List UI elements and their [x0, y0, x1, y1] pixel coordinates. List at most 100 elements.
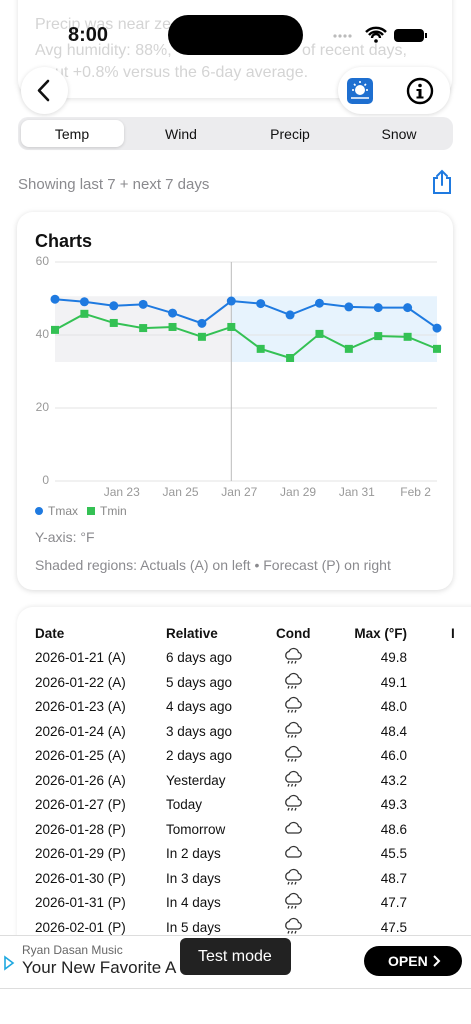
ad-button-label: OPEN	[388, 953, 428, 969]
date-cell: 2026-01-30 (P)	[35, 870, 126, 886]
ad-headline: Your New Favorite A	[22, 958, 177, 977]
point	[433, 344, 441, 353]
header-cell: Date	[35, 626, 65, 641]
toast: Test mode	[180, 938, 291, 975]
point	[315, 329, 324, 338]
table-row: 2026-01-29 (P) In 2 days 45.5	[0, 842, 471, 866]
x-tick-label: Jan 31	[339, 485, 375, 499]
legend-swatch	[35, 507, 43, 515]
legend-label: Tmin	[100, 504, 127, 518]
date-cell: 2026-02-01 (P)	[35, 919, 126, 935]
table-row: 2026-01-28 (P) Tomorrow 48.6	[0, 818, 471, 842]
x-tick-label: Jan 25	[163, 485, 199, 499]
table-row: 2026-01-30 (P) In 3 days 48.7	[0, 867, 471, 891]
rain-icon	[285, 917, 302, 934]
tab[interactable]: Precip	[270, 126, 310, 142]
max-cell: 46.0	[380, 748, 407, 763]
rain-icon	[285, 696, 302, 713]
table-row: 2026-01-24 (A) 3 days ago 48.4	[0, 720, 471, 744]
cloud-icon	[285, 845, 302, 858]
status-icons	[333, 26, 427, 43]
table-row: 2026-01-27 (P) Today 49.3	[0, 793, 471, 817]
status-time: 8:00	[68, 24, 109, 46]
point	[109, 301, 119, 311]
point	[197, 332, 206, 341]
date-cell: 2026-01-24 (A)	[35, 723, 126, 739]
relative-cell: In 5 days	[166, 919, 221, 935]
point	[80, 309, 89, 318]
summary-line: ut +0.8% versus the 6-day average.	[55, 64, 309, 81]
point	[432, 323, 442, 333]
max-cell: 48.4	[380, 723, 407, 739]
point	[50, 294, 60, 304]
date-cell: 2026-01-28 (P)	[35, 821, 126, 837]
dynamic-island	[168, 15, 303, 55]
date-cell: 2026-01-26 (A)	[35, 772, 126, 788]
info-button[interactable]	[406, 77, 434, 105]
table-row: 2026-01-21 (A) 6 days ago 49.8	[0, 646, 471, 670]
card-title: Charts	[35, 231, 93, 251]
header-cell: Max (°F)	[354, 626, 407, 641]
max-cell: 49.1	[380, 674, 407, 690]
point	[109, 318, 118, 327]
max-cell: 47.5	[380, 919, 407, 935]
series-line	[54, 298, 438, 329]
tab[interactable]: Temp	[54, 126, 90, 142]
max-cell: 47.7	[380, 895, 407, 910]
point	[314, 298, 324, 308]
table-row: 2026-02-01 (P) In 5 days 47.5	[0, 916, 471, 940]
tab[interactable]: Wind	[165, 126, 197, 142]
relative-cell: In 3 days	[166, 870, 221, 886]
ad-choices-icon[interactable]	[3, 955, 15, 971]
relative-cell: Yesterday	[166, 772, 226, 788]
date-cell: 2026-01-25 (A)	[35, 748, 126, 763]
summary-line: Avg humidity: 88%,	[35, 42, 172, 59]
x-tick-label: Feb 2	[400, 485, 431, 499]
chart: 0 20 40 60 Jan 23 Jan 25 Jan 27 Jan 29 Jan 31 Feb…	[35, 254, 442, 518]
point	[139, 324, 148, 333]
table-row: 2026-01-26 (A) Yesterday 43.2	[0, 769, 471, 793]
back-button[interactable]	[21, 67, 68, 114]
point	[373, 303, 383, 313]
point	[79, 297, 89, 307]
toast-text: Test mode	[198, 948, 272, 965]
legend-label: Tmax	[48, 504, 78, 518]
sun-button[interactable]	[346, 77, 374, 105]
relative-cell: Today	[166, 797, 203, 812]
share-button[interactable]	[430, 169, 454, 195]
ad-open-button[interactable]: OPEN	[364, 946, 462, 976]
point	[168, 308, 178, 318]
table-card	[17, 607, 471, 947]
ad-advertiser: Ryan Dasan Music	[22, 943, 123, 957]
range-text: Showing last 7 + next 7 days	[18, 176, 210, 193]
point	[226, 296, 236, 306]
point	[256, 344, 265, 353]
y-tick-label: 0	[42, 473, 49, 487]
max-cell: 48.7	[380, 870, 407, 886]
legend-swatch	[87, 507, 95, 515]
x-tick-label: Jan 29	[280, 485, 316, 499]
table-header: Date Relative Cond Max (°F) I	[0, 622, 471, 646]
tab[interactable]: Snow	[381, 126, 417, 142]
date-cell: 2026-01-29 (P)	[35, 846, 126, 861]
relative-cell: 6 days ago	[166, 650, 233, 665]
point	[344, 344, 353, 353]
point	[344, 302, 354, 312]
summary-line: Precip was near ze	[35, 16, 172, 33]
max-cell: 43.2	[380, 772, 407, 788]
axis-note: Y-axis: °F	[35, 529, 95, 545]
rain-icon	[285, 745, 302, 762]
rain-icon	[285, 892, 302, 909]
rain-icon	[285, 794, 302, 811]
relative-cell: 5 days ago	[166, 674, 233, 690]
relative-cell: Tomorrow	[166, 821, 226, 837]
max-cell: 48.6	[380, 821, 407, 837]
point	[403, 303, 413, 313]
header-cell: Relative	[166, 626, 218, 641]
date-cell: 2026-01-27 (P)	[35, 797, 126, 812]
header-cell: Cond	[276, 626, 311, 641]
rain-icon	[285, 868, 302, 885]
series-line	[54, 312, 438, 360]
selected-segment	[21, 120, 124, 147]
